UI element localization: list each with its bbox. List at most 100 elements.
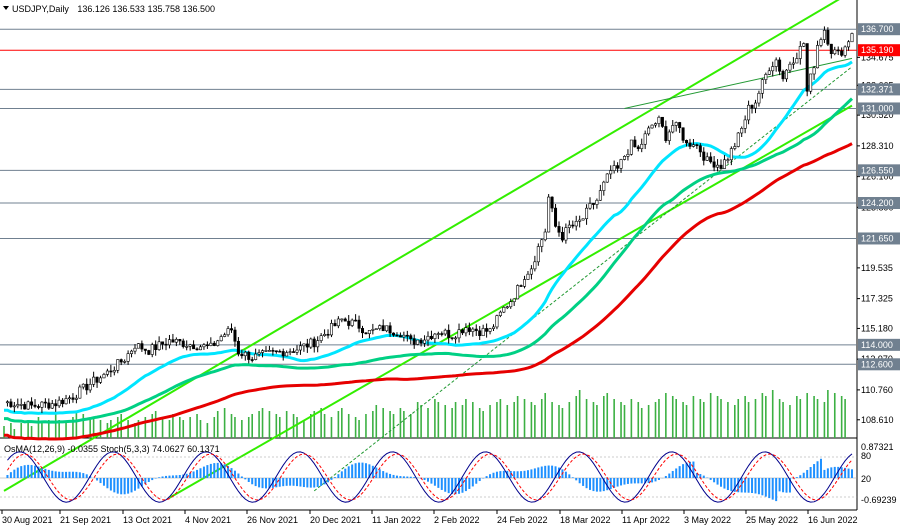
volume-bar: [309, 414, 312, 438]
candle-body: [612, 165, 616, 171]
candle-body: [419, 339, 423, 344]
osma-bar: [716, 478, 719, 485]
osma-bar: [144, 478, 147, 485]
candle-body: [602, 181, 606, 191]
osma-bar: [788, 478, 791, 493]
candle-body: [67, 397, 71, 400]
volume-bar: [496, 402, 498, 438]
volume-bar: [258, 411, 260, 438]
osma-bar: [647, 478, 650, 483]
candle-body: [809, 73, 813, 92]
candle-body: [678, 122, 682, 129]
candle-body: [485, 328, 489, 332]
candle-body: [681, 127, 685, 141]
osma-bar: [13, 469, 16, 478]
candle-body: [729, 148, 733, 161]
osma-bar: [651, 478, 654, 483]
volume-bar: [72, 417, 74, 438]
price-tick-label: 115.180: [861, 323, 893, 333]
candle-body: [405, 334, 409, 337]
osma-bar: [65, 471, 68, 478]
candle-body: [805, 43, 809, 92]
osma-bar: [751, 478, 754, 494]
osma-bar: [106, 478, 109, 489]
osma-bar: [623, 478, 626, 485]
osma-bar: [568, 474, 571, 478]
volume-bar: [513, 402, 515, 438]
osma-bar: [799, 475, 802, 478]
volume-bar: [658, 399, 660, 438]
osma-bar: [275, 478, 278, 488]
candle-body: [691, 144, 695, 147]
volume-bar: [182, 420, 185, 438]
candle-body: [271, 350, 275, 352]
osma-bar: [630, 478, 633, 484]
stoch-main-line: [7, 451, 853, 503]
volume-bar: [789, 405, 791, 438]
volume-bar: [179, 417, 181, 438]
osma-bar: [9, 472, 12, 478]
candle-body: [385, 325, 389, 332]
osma-bar: [47, 469, 50, 478]
candle-body: [285, 352, 289, 357]
candle-body: [523, 279, 527, 287]
volume-bar: [144, 417, 147, 438]
candle-body: [247, 351, 251, 360]
candle-body: [264, 350, 268, 352]
date-tick-label: 20 Dec 2021: [310, 515, 361, 525]
candle-body: [71, 397, 75, 400]
osma-bar: [16, 467, 19, 478]
candle-body: [660, 116, 664, 127]
volume-bar: [27, 420, 29, 438]
candle-body: [440, 333, 444, 335]
candle-body: [726, 159, 730, 162]
candle-body: [578, 219, 582, 222]
candle-body: [136, 343, 140, 349]
level-tag-box: [858, 102, 900, 115]
osma-bar: [582, 478, 585, 486]
candle-body: [740, 128, 744, 134]
volume-bar: [833, 393, 836, 438]
volume-bar: [48, 420, 50, 438]
candle-body: [367, 330, 371, 334]
osma-bar: [389, 473, 392, 478]
osma-bar: [744, 478, 747, 493]
date-tick-label: 13 Oct 2021: [123, 515, 172, 525]
osma-bar: [709, 478, 712, 480]
volume-bar: [754, 399, 757, 438]
osma-bar: [589, 478, 592, 490]
level-tag-text: 121.650: [861, 233, 894, 243]
horizontal-levels: [0, 28, 857, 365]
symbol-dropdown-icon[interactable]: [3, 6, 9, 10]
candle-body: [295, 349, 299, 353]
osma-bar: [533, 468, 536, 478]
volume-bar: [320, 408, 322, 438]
candle-body: [481, 328, 485, 337]
volume-bar: [420, 405, 422, 438]
candle-body: [536, 246, 540, 263]
candle-body: [474, 328, 478, 332]
candle-body: [226, 328, 230, 336]
level-tag-box: [858, 44, 900, 57]
candle-body: [361, 328, 365, 334]
osma-bar: [695, 472, 698, 478]
volume-bar: [806, 393, 808, 438]
osma-bar: [99, 478, 102, 484]
volume-bar: [778, 399, 781, 438]
osma-bar: [840, 467, 843, 478]
candle-body: [309, 338, 313, 348]
date-tick-label: 16 Jun 2022: [808, 515, 858, 525]
osma-bar: [730, 478, 733, 492]
candle-body: [261, 350, 265, 353]
candle-body: [240, 353, 244, 357]
candle-body: [143, 348, 147, 351]
osma-bar: [523, 470, 526, 478]
candle-body: [647, 127, 651, 135]
osma-bar: [75, 471, 78, 478]
candle-body: [564, 227, 568, 241]
osma-bar: [278, 478, 281, 487]
date-tick-label: 2 Feb 2022: [434, 515, 480, 525]
osma-bar: [430, 478, 433, 484]
osma-bar: [468, 478, 471, 489]
volume-bar: [709, 393, 712, 438]
